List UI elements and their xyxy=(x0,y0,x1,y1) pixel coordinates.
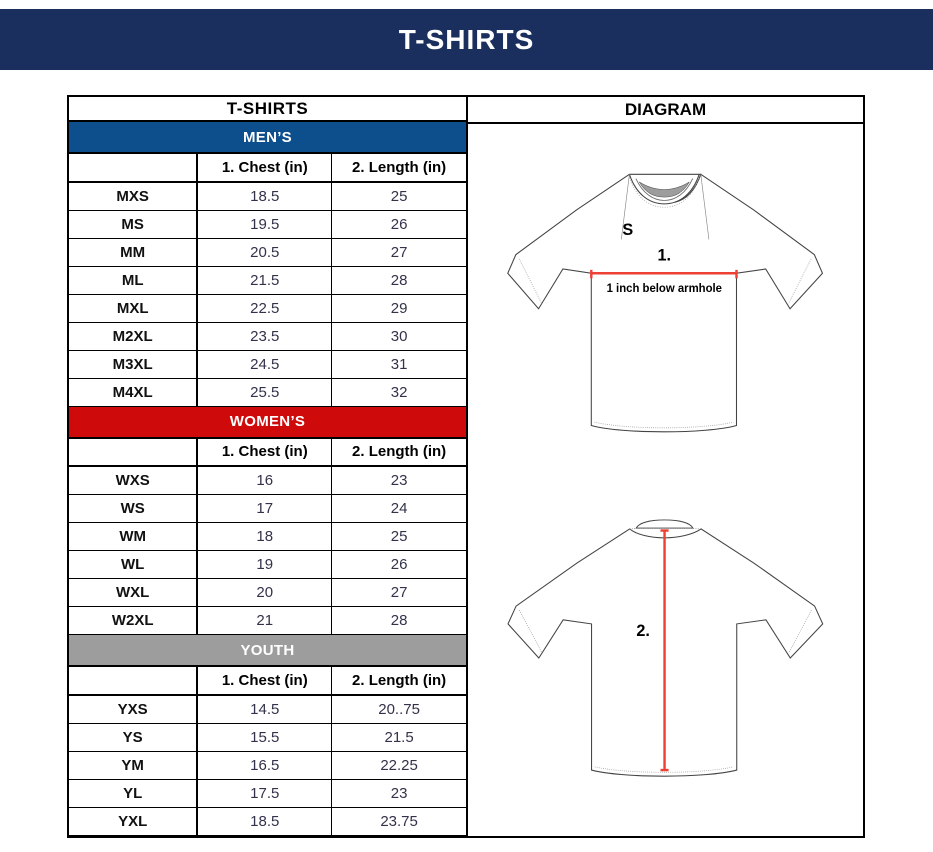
svg-text:S: S xyxy=(622,220,633,239)
svg-text:1.: 1. xyxy=(658,245,672,264)
svg-text:2.: 2. xyxy=(636,622,650,640)
svg-text:1 inch below armhole: 1 inch below armhole xyxy=(607,282,723,295)
